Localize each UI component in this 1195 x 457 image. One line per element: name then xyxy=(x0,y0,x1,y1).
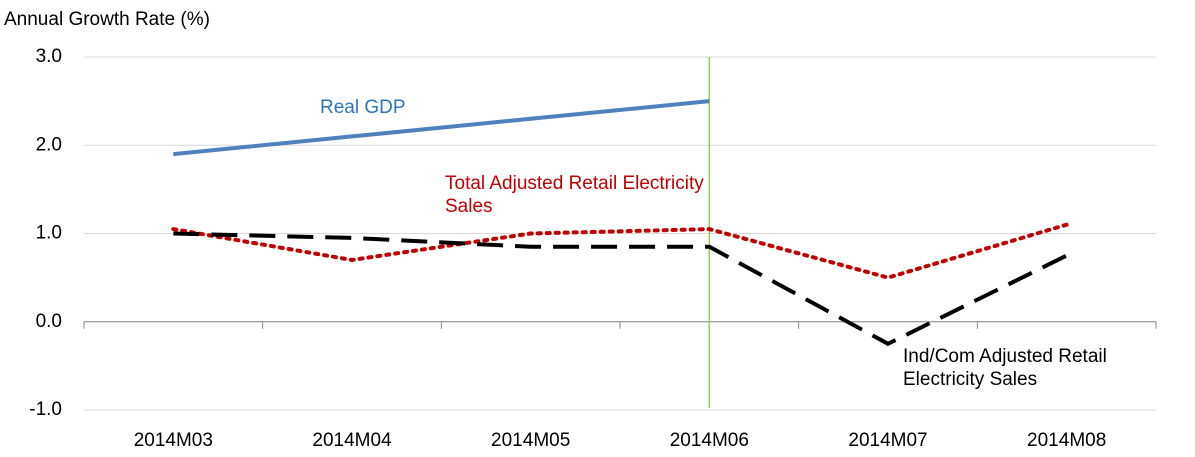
series-line xyxy=(171,222,1069,280)
x-tick-label: 2014M07 xyxy=(848,430,927,451)
y-tick-label: 3.0 xyxy=(36,46,62,67)
y-tick-label: 2.0 xyxy=(36,134,62,155)
x-tick-label: 2014M05 xyxy=(491,430,570,451)
y-tick-label: 0.0 xyxy=(36,311,62,332)
series-line xyxy=(173,231,1068,346)
x-tick-label: 2014M04 xyxy=(312,430,392,451)
x-tick-label: 2014M08 xyxy=(1027,430,1106,451)
x-tick-label: 2014M06 xyxy=(670,430,749,451)
series-label: Ind/Com Adjusted Retail Electricity Sale… xyxy=(903,346,1107,390)
x-tick-label: 2014M03 xyxy=(134,430,213,451)
y-axis-label: Annual Growth Rate (%) xyxy=(4,9,210,30)
series-label: Real GDP xyxy=(320,97,406,118)
series-line xyxy=(173,99,710,157)
y-tick-label: 1.0 xyxy=(36,223,62,244)
y-tick-label: -1.0 xyxy=(29,399,62,420)
series-label: Total Adjusted Retail Electricity Sales xyxy=(445,173,704,217)
